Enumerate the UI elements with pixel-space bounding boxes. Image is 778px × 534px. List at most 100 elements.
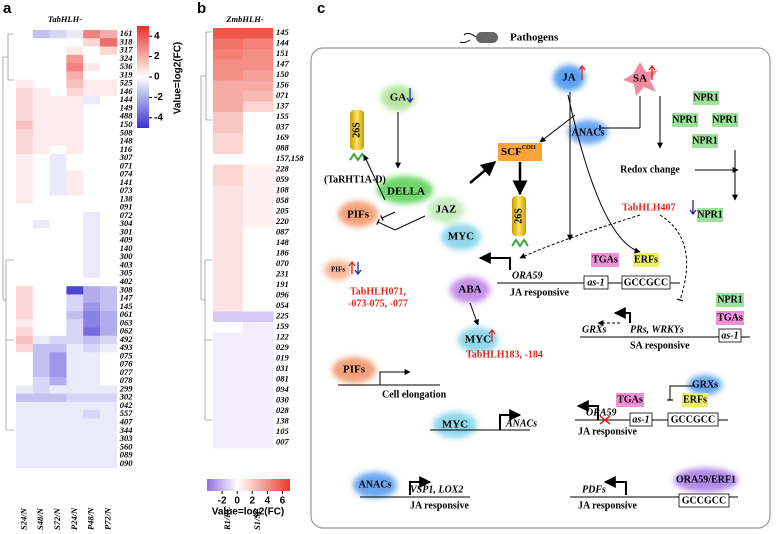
row-label: 116 xyxy=(120,144,133,154)
heatmap-cell xyxy=(100,120,118,130)
heatmap-cell xyxy=(49,377,67,386)
heatmap-cell xyxy=(16,335,34,345)
heatmap-cell xyxy=(49,79,67,89)
row-label: 161 xyxy=(120,28,133,38)
row-label: 149 xyxy=(120,102,134,112)
heatmap-cell xyxy=(32,335,50,345)
heatmap-cell xyxy=(16,71,34,80)
row-label: 007 xyxy=(276,437,290,447)
row-label: 205 xyxy=(275,206,290,216)
row-label: 138 xyxy=(276,416,290,426)
column-label: S24/N xyxy=(18,507,28,530)
heatmap-cell xyxy=(66,327,84,337)
row-label: 031 xyxy=(276,363,289,373)
heatmap-cell xyxy=(49,327,67,337)
row-label: 094 xyxy=(276,384,289,394)
row-label: 305 xyxy=(119,268,134,278)
heatmap-cell xyxy=(83,220,101,229)
row-label: 075 xyxy=(120,350,134,360)
row-label: 228 xyxy=(275,164,290,174)
heatmap-cell xyxy=(213,374,244,386)
heatmap-cell xyxy=(66,211,84,221)
row-label: 140 xyxy=(120,243,134,253)
heatmap-cell xyxy=(16,96,34,105)
heatmap-cell xyxy=(83,327,101,337)
row-label: 407 xyxy=(119,417,134,427)
row-label: 231 xyxy=(275,269,289,279)
heatmap-cell xyxy=(100,269,118,279)
heatmap-cell xyxy=(100,319,118,328)
heatmap-cell xyxy=(213,238,244,249)
sa-star xyxy=(623,62,658,96)
heatmap-cell xyxy=(83,377,101,386)
heatmap-cell xyxy=(16,294,34,304)
heatmap-cell xyxy=(16,434,34,444)
row-label: 492 xyxy=(119,334,134,344)
heatmap-cell xyxy=(49,153,67,163)
row-label: 148 xyxy=(276,237,290,247)
heatmap-cell xyxy=(213,416,244,428)
heatmap-cell xyxy=(83,352,101,361)
heatmap-cell xyxy=(49,220,67,229)
heatmap-cell xyxy=(243,49,274,60)
heatmap-cell xyxy=(49,360,67,370)
heatmap-cell xyxy=(66,286,84,295)
heatmap-cell xyxy=(66,187,84,196)
heatmap-cell xyxy=(83,38,101,47)
heatmap-cell xyxy=(32,410,50,419)
heatmap-cell xyxy=(66,335,84,345)
heatmap-cell xyxy=(16,377,34,386)
heatmap-cell xyxy=(100,195,118,204)
heatmap-cell xyxy=(49,228,67,237)
row-label: 137 xyxy=(276,101,290,111)
heatmap-cell xyxy=(66,310,84,320)
heatmap-cell xyxy=(83,187,101,196)
heatmap-cell xyxy=(83,178,101,188)
heatmap-cell xyxy=(100,344,118,353)
heatmap-cell xyxy=(83,71,101,80)
heatmap-cell xyxy=(83,54,101,64)
node-label: JA responsive xyxy=(578,500,638,511)
row-label: 061 xyxy=(120,309,133,319)
heatmap-cell xyxy=(83,393,101,403)
heatmap-cell xyxy=(213,259,244,270)
row-label: 319 xyxy=(119,69,134,79)
heatmap-cell xyxy=(32,195,50,204)
heatmap-cell xyxy=(32,327,50,337)
heatmap-cell xyxy=(32,178,50,188)
heatmap-cell xyxy=(32,269,50,279)
heatmap-cell xyxy=(100,211,118,221)
colorbar-tick-label: 0 xyxy=(154,72,160,83)
node-label: GA xyxy=(390,92,407,104)
heatmap-cell xyxy=(83,302,101,312)
heatmap-cell xyxy=(100,253,118,262)
row-label: 037 xyxy=(276,122,290,132)
heatmap-cell xyxy=(66,443,84,452)
arrows xyxy=(363,92,739,495)
heatmap-cell xyxy=(100,261,118,270)
heatmap-cell xyxy=(100,54,118,64)
heatmap-cell xyxy=(213,290,244,302)
row-label: 074 xyxy=(120,169,133,179)
heatmap-cell xyxy=(243,269,274,281)
heatmap-cell xyxy=(100,310,118,320)
heatmap-cell xyxy=(83,261,101,270)
heatmap-cell xyxy=(100,277,118,287)
heatmap-cell xyxy=(66,46,84,56)
heatmap-cell xyxy=(32,79,50,89)
heatmap-cell xyxy=(66,162,84,171)
heatmap-cell xyxy=(83,137,101,146)
heatmap-cell xyxy=(83,244,101,254)
heatmap-cell xyxy=(213,101,244,113)
row-label: 147 xyxy=(120,293,134,303)
heatmap-cell xyxy=(49,319,67,328)
heatmap-cell xyxy=(100,129,118,138)
heatmap-cell xyxy=(16,352,34,361)
heatmap-cell xyxy=(100,385,118,394)
heatmap-cell xyxy=(32,418,50,427)
heatmap-cell xyxy=(49,368,67,378)
heatmap-cell xyxy=(66,302,84,312)
heatmap-cell xyxy=(32,46,50,56)
heatmap-cell xyxy=(49,410,67,419)
heatmap-cell xyxy=(16,269,34,279)
